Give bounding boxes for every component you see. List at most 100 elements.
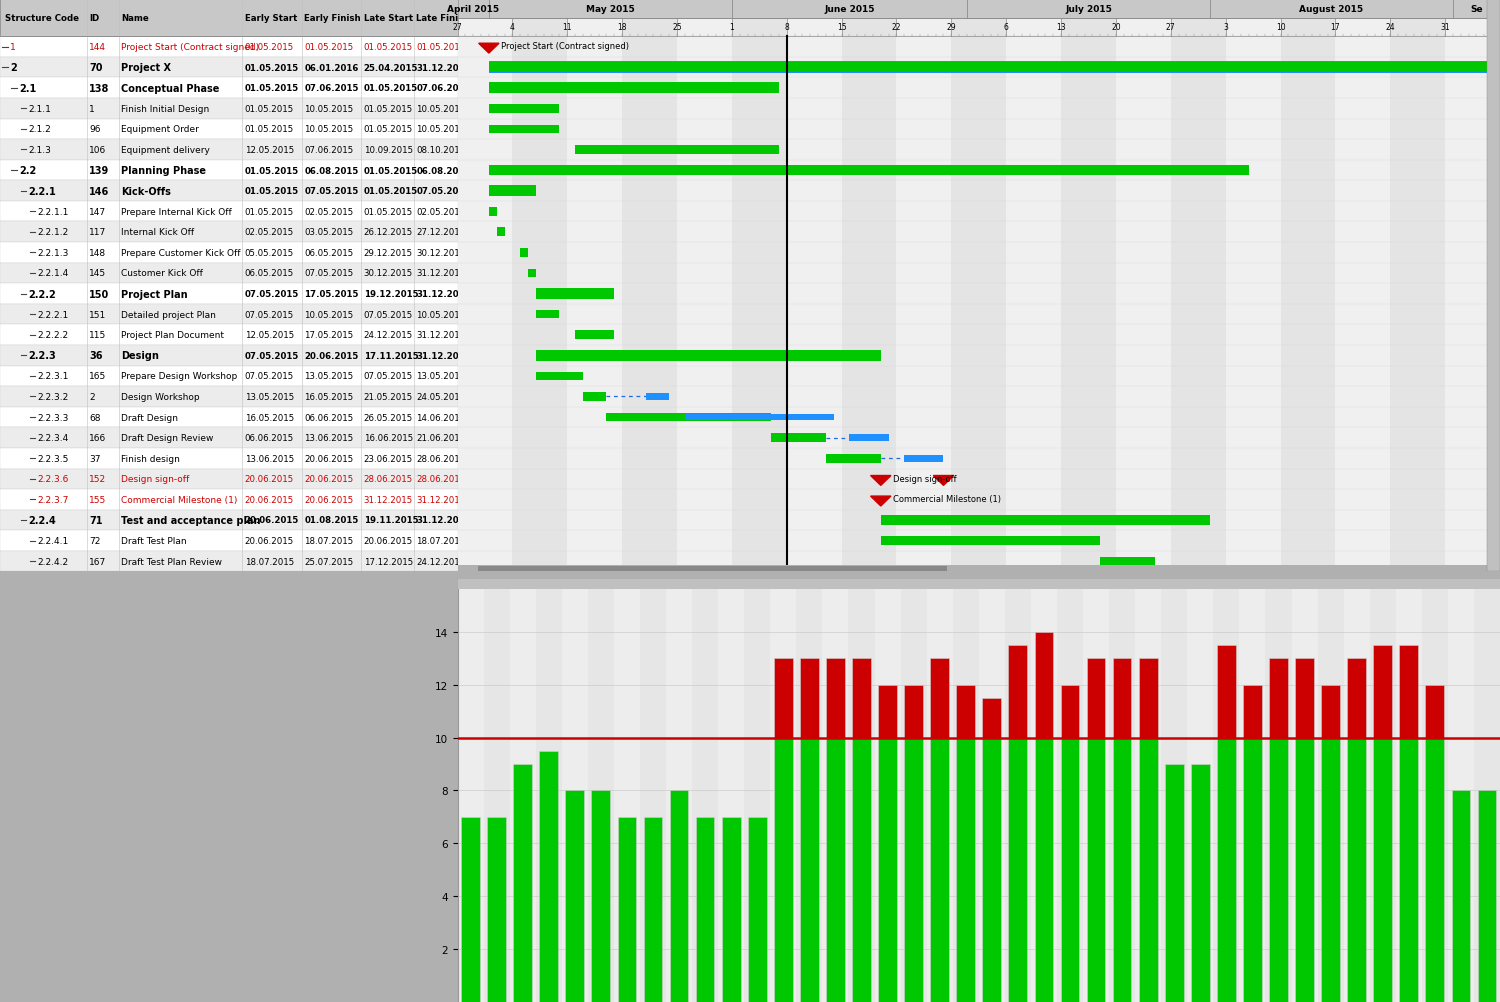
- Bar: [489, 83, 778, 94]
- Bar: [1210, 0, 1454, 19]
- Bar: [574, 146, 778, 154]
- Bar: [1005, 579, 1031, 1002]
- Text: 01.05.2015: 01.05.2015: [363, 43, 413, 52]
- Text: 20.06.2015: 20.06.2015: [244, 495, 294, 504]
- Bar: [951, 0, 1006, 572]
- Text: 138: 138: [88, 83, 110, 93]
- Bar: [489, 62, 1500, 74]
- Text: 10: 10: [1275, 23, 1286, 32]
- Bar: [774, 658, 792, 737]
- Text: 27: 27: [453, 23, 462, 32]
- Bar: [0, 510, 458, 531]
- Text: 31.12.2015: 31.12.2015: [417, 495, 465, 504]
- Text: 31.12.2015: 31.12.2015: [363, 495, 413, 504]
- Text: 7: 7: [1497, 23, 1500, 32]
- Text: 2.2.2.2: 2.2.2.2: [38, 331, 69, 340]
- Bar: [1344, 579, 1370, 1002]
- Text: 02.05.2015: 02.05.2015: [244, 228, 294, 237]
- Bar: [536, 289, 615, 300]
- Text: 2: 2: [88, 393, 94, 402]
- Bar: [0, 305, 458, 325]
- Text: 20: 20: [1112, 23, 1120, 32]
- Text: 10.05.2015: 10.05.2015: [304, 104, 354, 113]
- Text: 21.06.2015: 21.06.2015: [417, 434, 465, 443]
- Text: 07.05.2015: 07.05.2015: [304, 270, 354, 279]
- Bar: [1425, 737, 1444, 1002]
- Text: 13.05.2015: 13.05.2015: [244, 393, 294, 402]
- Bar: [880, 537, 1100, 545]
- Text: Late Finish: Late Finish: [417, 14, 470, 23]
- Bar: [510, 579, 536, 1002]
- Text: 06.05.2015: 06.05.2015: [304, 248, 354, 258]
- Bar: [1188, 579, 1214, 1002]
- Text: 17: 17: [1330, 23, 1340, 32]
- Text: 2.2.4.2: 2.2.4.2: [38, 557, 69, 566]
- Bar: [1060, 737, 1080, 1002]
- Text: 151: 151: [88, 311, 106, 320]
- Text: 139: 139: [88, 166, 110, 175]
- Polygon shape: [933, 476, 954, 486]
- Text: 12.05.2015: 12.05.2015: [244, 331, 294, 340]
- Text: 06.08.2015: 06.08.2015: [304, 166, 358, 175]
- Bar: [1425, 685, 1444, 737]
- Bar: [786, 0, 842, 572]
- Bar: [1374, 737, 1392, 1002]
- Text: 25.07.2015: 25.07.2015: [304, 557, 354, 566]
- Bar: [1370, 579, 1395, 1002]
- Bar: [978, 579, 1005, 1002]
- Text: 01.05.2015: 01.05.2015: [363, 104, 413, 113]
- Text: 2.2.3.3: 2.2.3.3: [38, 413, 69, 422]
- Text: 31.12.2015: 31.12.2015: [417, 516, 471, 525]
- Text: Customer Kick Off: Customer Kick Off: [122, 270, 202, 279]
- Bar: [666, 579, 692, 1002]
- Text: 146: 146: [88, 186, 110, 196]
- Text: 18.07.2015: 18.07.2015: [244, 557, 294, 566]
- Text: Prepare Customer Kick Off: Prepare Customer Kick Off: [122, 248, 240, 258]
- Bar: [1244, 685, 1262, 737]
- Text: 24: 24: [1386, 23, 1395, 32]
- Bar: [1116, 0, 1172, 572]
- Bar: [744, 579, 771, 1002]
- Bar: [489, 186, 536, 196]
- Text: 10.05.2015: 10.05.2015: [417, 104, 465, 113]
- Bar: [1138, 737, 1158, 1002]
- Text: 13.06.2015: 13.06.2015: [304, 434, 354, 443]
- Text: 25.04.2015: 25.04.2015: [363, 63, 419, 72]
- Text: Prepare Design Workshop: Prepare Design Workshop: [122, 372, 237, 381]
- Bar: [622, 0, 676, 572]
- Text: 27: 27: [1166, 23, 1176, 32]
- Text: 2.1.3: 2.1.3: [28, 145, 51, 154]
- Text: 01.05.2015: 01.05.2015: [244, 63, 298, 72]
- Bar: [842, 0, 897, 572]
- Bar: [0, 78, 458, 99]
- Bar: [513, 765, 532, 1002]
- Bar: [0, 119, 458, 140]
- Text: 2.2.1.2: 2.2.1.2: [38, 228, 69, 237]
- Text: 20.06.2015: 20.06.2015: [244, 516, 298, 525]
- Bar: [520, 248, 528, 258]
- Text: 01.05.2015: 01.05.2015: [244, 187, 298, 196]
- Bar: [800, 737, 819, 1002]
- Text: 01.05.2015: 01.05.2015: [244, 43, 294, 52]
- Text: 28.06.2015: 28.06.2015: [417, 475, 465, 484]
- Bar: [1008, 737, 1028, 1002]
- Text: 02.05.2015: 02.05.2015: [417, 207, 465, 216]
- Bar: [1216, 737, 1236, 1002]
- Text: June 2015: June 2015: [824, 5, 874, 14]
- Bar: [1060, 685, 1080, 737]
- Text: Project X: Project X: [122, 63, 171, 73]
- Text: 01.08.2015: 01.08.2015: [304, 516, 358, 525]
- Bar: [1113, 658, 1131, 737]
- Text: 06.06.2015: 06.06.2015: [244, 434, 294, 443]
- Text: 13: 13: [1056, 23, 1066, 32]
- Text: 10.05.2015: 10.05.2015: [417, 125, 465, 134]
- Bar: [561, 579, 588, 1002]
- Bar: [827, 737, 844, 1002]
- Bar: [880, 515, 1210, 526]
- Text: 07.05.2015: 07.05.2015: [244, 311, 294, 320]
- Text: 2.1.2: 2.1.2: [28, 125, 51, 134]
- Bar: [0, 264, 458, 284]
- Text: 01.05.2015: 01.05.2015: [363, 187, 419, 196]
- Text: July 2015: July 2015: [1065, 5, 1112, 14]
- Text: 24.12.2015: 24.12.2015: [363, 331, 413, 340]
